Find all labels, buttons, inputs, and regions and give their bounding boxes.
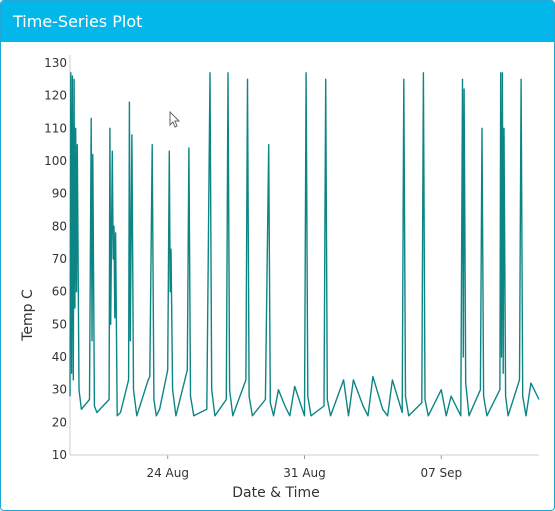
y-axis: 10 20 30 40 50 60 70 80 90 100 110 120 130: [44, 56, 67, 462]
y-tick-label: 20: [52, 415, 67, 429]
y-tick-label: 120: [44, 89, 67, 103]
y-tick-label: 60: [52, 285, 67, 299]
series-line: [69, 72, 540, 417]
x-tick-label: 31 Aug: [283, 466, 326, 480]
y-tick-label: 40: [52, 350, 67, 364]
x-axis-title: Date & Time: [232, 485, 320, 501]
y-tick-label: 80: [52, 219, 67, 233]
y-tick-label: 10: [52, 448, 67, 462]
y-tick-label: 130: [44, 56, 67, 70]
x-tick-label: 07 Sep: [420, 466, 462, 480]
y-tick-label: 110: [44, 121, 67, 135]
panel-title: Time-Series Plot: [13, 12, 143, 31]
y-tick-label: 100: [44, 154, 67, 168]
y-tick-label: 90: [52, 187, 67, 201]
y-tick-label: 70: [52, 252, 67, 266]
x-axis: 24 Aug 31 Aug 07 Sep: [146, 455, 462, 480]
chart-area[interactable]: 10 20 30 40 50 60 70 80 90 100 110 120 130 24 Aug 31 …: [1, 43, 554, 510]
x-tick-label: 24 Aug: [146, 466, 189, 480]
mouse-cursor-icon: [169, 111, 181, 128]
time-series-chart[interactable]: 10 20 30 40 50 60 70 80 90 100 110 120 130 24 Aug 31 …: [1, 43, 554, 510]
panel-header: Time-Series Plot: [1, 1, 554, 42]
y-tick-label: 30: [52, 383, 67, 397]
y-axis-title: Temp C: [20, 289, 36, 342]
y-tick-label: 50: [52, 317, 67, 331]
